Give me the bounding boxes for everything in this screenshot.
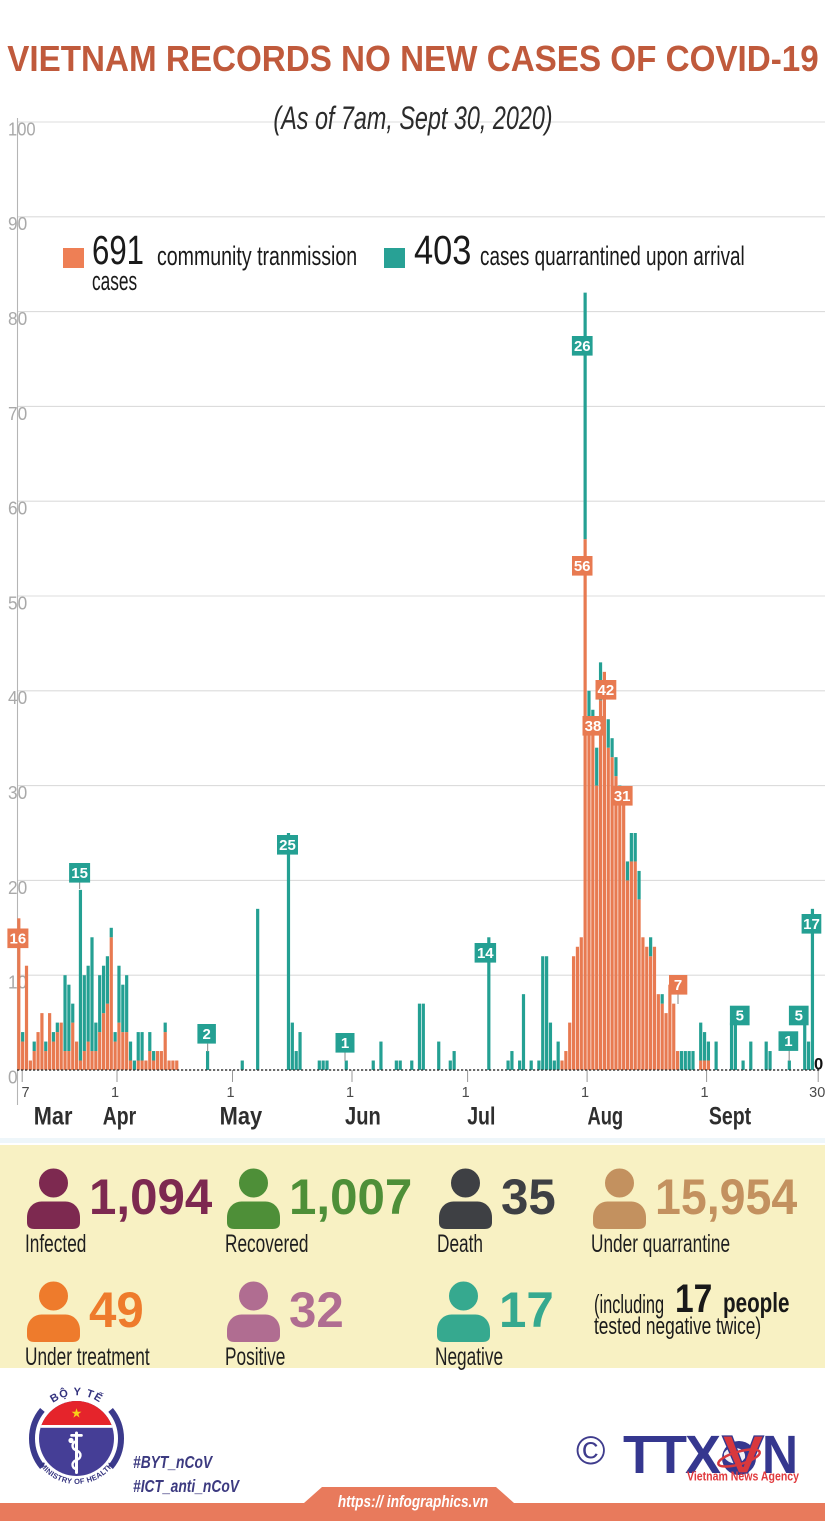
svg-text:TTX: TTX (623, 1425, 721, 1485)
svg-text:42: 42 (598, 682, 615, 699)
svg-text:100: 100 (8, 118, 36, 139)
svg-text:25: 25 (279, 837, 296, 854)
svg-text:0: 0 (8, 1066, 18, 1087)
svg-text:30: 30 (809, 1085, 825, 1101)
svg-text:7: 7 (21, 1085, 29, 1101)
svg-text:Sept: Sept (709, 1103, 752, 1131)
svg-text:5: 5 (795, 1008, 803, 1025)
svg-text:May: May (220, 1103, 263, 1131)
svg-text:17: 17 (803, 916, 820, 933)
svg-text:7: 7 (674, 977, 682, 994)
svg-text:1: 1 (111, 1085, 119, 1101)
svg-text:5: 5 (736, 1008, 744, 1025)
svg-text:N: N (762, 1425, 798, 1485)
svg-text:16: 16 (10, 930, 27, 947)
svg-text:Mar: Mar (34, 1103, 73, 1131)
svg-text:BỘ Y TẾ: BỘ Y TẾ (48, 1386, 105, 1406)
svg-text:14: 14 (477, 945, 494, 962)
svg-text:Jul: Jul (467, 1103, 495, 1131)
svg-text:Vietnam News Agency: Vietnam News Agency (687, 1469, 800, 1484)
svg-text:1: 1 (784, 1033, 792, 1050)
svg-text:56: 56 (574, 558, 591, 575)
svg-text:Apr: Apr (103, 1103, 137, 1131)
svg-text:38: 38 (585, 718, 602, 735)
svg-text:26: 26 (574, 338, 591, 355)
svg-text:31: 31 (614, 788, 631, 805)
svg-text:1: 1 (581, 1085, 589, 1101)
svg-text:15: 15 (71, 865, 88, 882)
svg-text:Aug: Aug (587, 1103, 623, 1131)
svg-text:2: 2 (203, 1026, 211, 1043)
svg-text:1: 1 (341, 1035, 349, 1052)
svg-text:0: 0 (814, 1055, 823, 1074)
svg-text:1: 1 (700, 1085, 708, 1101)
svg-text:1: 1 (227, 1085, 235, 1101)
svg-text:1: 1 (346, 1085, 354, 1101)
svg-text:1: 1 (462, 1085, 470, 1101)
svg-text:Jun: Jun (345, 1103, 381, 1131)
